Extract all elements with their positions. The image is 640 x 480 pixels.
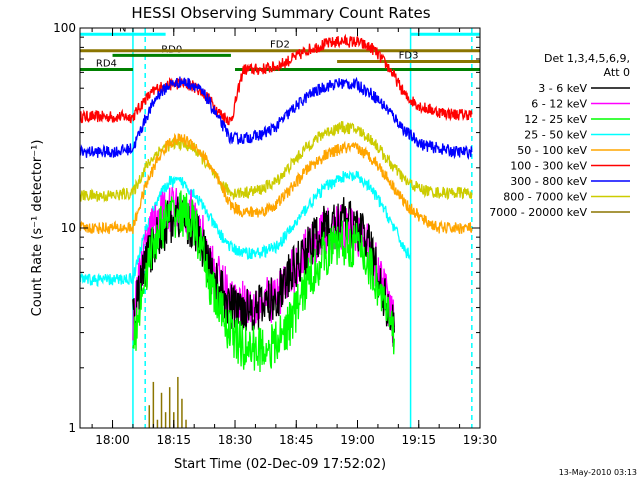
state-bar-label: FD2	[270, 40, 290, 51]
date-stamp: 13-May-2010 03:13	[559, 468, 637, 477]
plot-area: NRD0RD4FD2FD3	[80, 23, 480, 428]
x-tick-label: 18:15	[156, 433, 191, 447]
series-line	[80, 76, 473, 161]
legend-item-label: 800 - 7000 keV	[503, 191, 587, 204]
legend-header-1: Det 1,3,4,5,6,9,	[544, 52, 630, 65]
x-tick-label: 18:00	[95, 433, 130, 447]
legend-item-label: 3 - 6 keV	[538, 82, 587, 95]
x-tick-label: 19:15	[401, 433, 436, 447]
legend-item-label: 6 - 12 keV	[531, 98, 587, 111]
state-bar-label: N	[119, 23, 126, 34]
legend-item-label: 25 - 50 keV	[524, 129, 587, 142]
series-line	[80, 170, 412, 288]
series-line	[132, 190, 395, 373]
series-line	[80, 33, 473, 126]
series-line	[80, 121, 473, 203]
y-axis-label: Count Rate (s⁻¹ detector⁻¹)	[30, 140, 45, 317]
legend-header-2: Att 0	[604, 66, 630, 79]
plot-frame	[79, 27, 481, 429]
series-line	[80, 132, 473, 235]
legend: Det 1,3,4,5,6,9, Att 0 3 - 6 keV 6 - 12 k…	[489, 52, 630, 219]
x-tick-label: 18:30	[218, 433, 253, 447]
x-axis-label: Start Time (02-Dec-09 17:52:02)	[174, 457, 386, 472]
legend-item-label: 7000 - 20000 keV	[489, 206, 587, 219]
series-line	[132, 196, 395, 347]
x-tick-label: 19:30	[463, 433, 498, 447]
state-bar-label: FD3	[399, 50, 419, 61]
state-bar-label: RD4	[96, 59, 117, 70]
x-tick-label: 18:45	[279, 433, 314, 447]
y-tick-label: 1	[68, 421, 76, 435]
y-tick-label: 10	[61, 221, 76, 235]
y-tick-label: 100	[53, 21, 76, 35]
legend-item-label: 100 - 300 keV	[510, 160, 587, 173]
x-tick-label: 19:00	[340, 433, 375, 447]
chart-title: HESSI Observing Summary Count Rates	[131, 4, 430, 22]
legend-item-label: 300 - 800 keV	[510, 175, 587, 188]
legend-item-label: 12 - 25 keV	[524, 113, 587, 126]
legend-item-label: 50 - 100 keV	[517, 144, 587, 157]
